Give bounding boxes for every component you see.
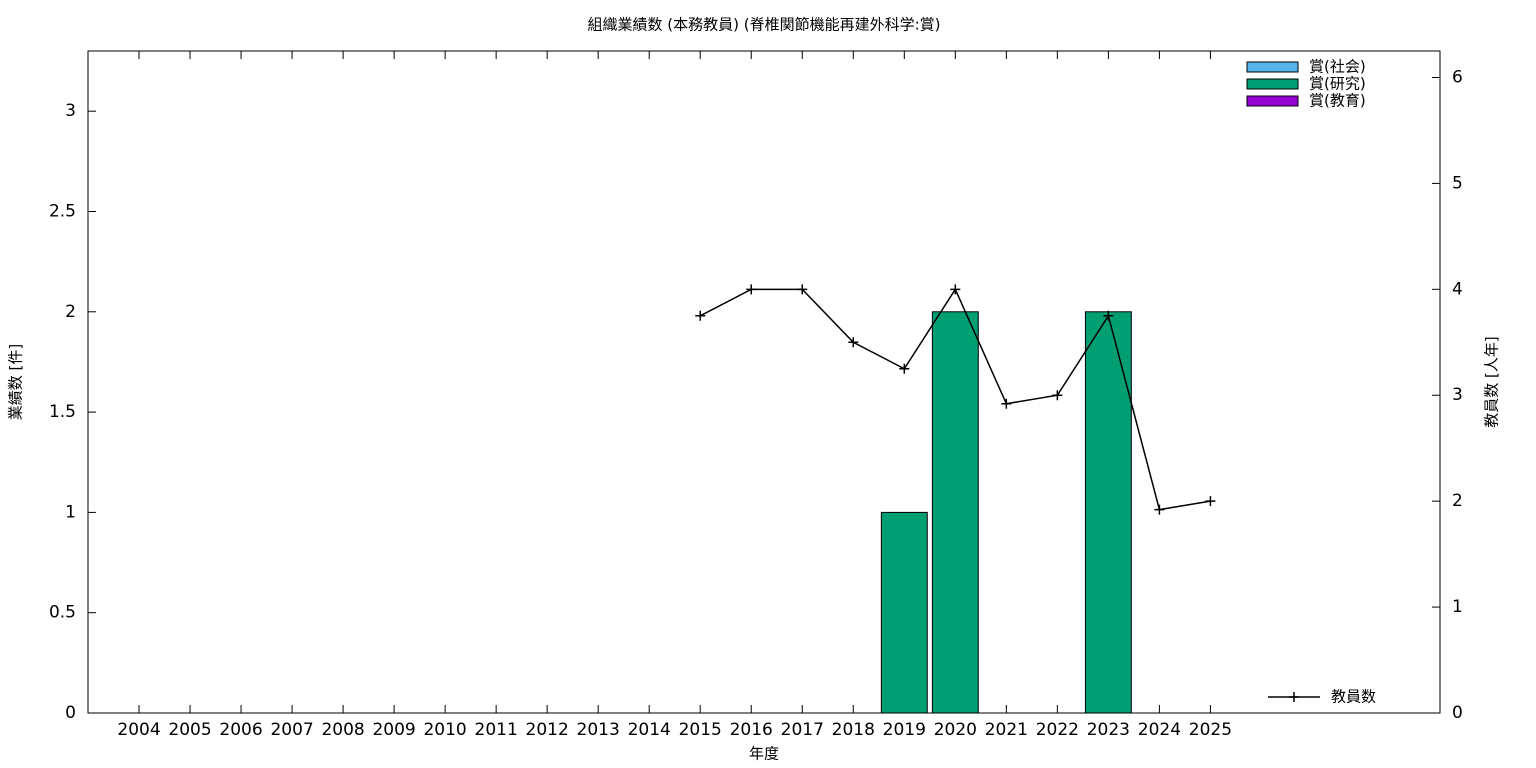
x-tick-label: 2020 [934, 720, 977, 740]
x-tick-label: 2013 [577, 720, 620, 740]
y2-tick-label: 4 [1452, 279, 1463, 299]
legend-swatch [1246, 95, 1299, 107]
x-tick-label: 2025 [1189, 720, 1232, 740]
y-tick-label: 0 [65, 703, 76, 723]
y-tick-label: 1.5 [49, 402, 76, 422]
x-tick-label: 2015 [679, 720, 722, 740]
x-tick-label: 2004 [117, 720, 160, 740]
y2-tick-label: 1 [1452, 597, 1463, 617]
y-tick-label: 0.5 [49, 603, 76, 623]
plot-frame [87, 50, 1441, 714]
y2-tick-label: 5 [1452, 173, 1463, 193]
bar [880, 511, 928, 714]
legend-swatch [1246, 78, 1299, 90]
y2-tick-label: 2 [1452, 491, 1463, 511]
y2-tick-label: 0 [1452, 703, 1463, 723]
point [695, 310, 706, 321]
x-tick-label: 2017 [781, 720, 824, 740]
legend-point [1289, 692, 1299, 702]
y2-tick-label: 3 [1452, 385, 1463, 405]
y2-tick-label: 6 [1452, 67, 1463, 87]
point [1154, 504, 1165, 515]
point [950, 284, 961, 295]
y2-axis-label: 教員数 [人年] [1483, 336, 1501, 427]
y-tick-label: 2.5 [49, 201, 76, 221]
x-axis-label: 年度 [749, 745, 779, 763]
bar [931, 311, 979, 714]
point [1052, 390, 1063, 401]
legend-label: 賞(研究) [1309, 75, 1366, 93]
point [848, 337, 859, 348]
x-tick-label: 2005 [168, 720, 211, 740]
x-tick-label: 2010 [423, 720, 466, 740]
legend-label: 賞(社会) [1309, 58, 1366, 76]
y-tick-label: 1 [65, 502, 76, 522]
x-tick-label: 2019 [883, 720, 926, 740]
legend-label: 賞(教育) [1309, 92, 1366, 110]
y-tick-label: 3 [65, 101, 76, 121]
chart-title: 組織業績数 (本務教員) (脊椎関節機能再建外科学:賞) [587, 16, 940, 34]
x-tick-label: 2012 [526, 720, 569, 740]
point [1001, 398, 1012, 409]
x-tick-label: 2009 [372, 720, 415, 740]
point [1103, 310, 1114, 321]
x-tick-label: 2011 [475, 720, 518, 740]
x-tick-label: 2023 [1087, 720, 1130, 740]
x-tick-label: 2022 [1036, 720, 1079, 740]
point [797, 284, 808, 295]
x-tick-label: 2018 [832, 720, 875, 740]
y-tick-label: 2 [65, 302, 76, 322]
x-tick-label: 2014 [628, 720, 671, 740]
x-tick-label: 2016 [730, 720, 773, 740]
legend-swatch [1246, 61, 1299, 73]
point [746, 284, 757, 295]
x-tick-label: 2007 [270, 720, 313, 740]
point [1205, 496, 1216, 507]
x-tick-label: 2021 [985, 720, 1028, 740]
bar [1084, 311, 1132, 714]
x-tick-label: 2024 [1138, 720, 1181, 740]
point [899, 363, 910, 374]
y-axis-label: 業績数 [件] [7, 344, 25, 420]
x-tick-label: 2008 [321, 720, 364, 740]
x-tick-label: 2006 [219, 720, 262, 740]
legend-label: 教員数 [1331, 688, 1376, 706]
